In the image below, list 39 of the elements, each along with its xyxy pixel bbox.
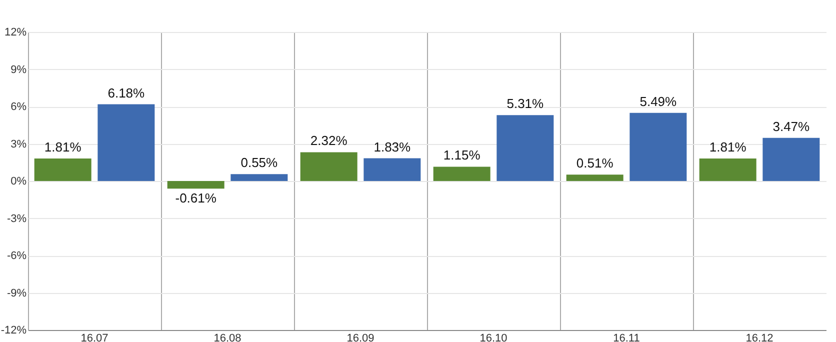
x-tick-label: 16.08	[214, 332, 242, 342]
y-tick-label: 0%	[10, 176, 27, 188]
data-label: 1.15%	[443, 148, 481, 163]
data-label: 1.81%	[44, 140, 82, 155]
data-label: 6.18%	[108, 85, 146, 100]
data-label: 0.55%	[240, 155, 278, 170]
data-label: -0.61%	[175, 190, 217, 206]
y-tick-label: -6%	[6, 250, 27, 262]
y-tick-label: -9%	[6, 287, 27, 300]
data-label: 1.81%	[709, 140, 747, 155]
y-tick-label: -12%	[0, 324, 27, 336]
data-label: 1.83%	[374, 139, 412, 154]
data-label: 0.51%	[576, 156, 614, 171]
bar	[300, 152, 358, 181]
bar	[630, 112, 687, 181]
y-tick-label: 9%	[10, 64, 27, 76]
bar	[699, 158, 756, 181]
bar	[230, 174, 288, 181]
data-label: 5.49%	[640, 94, 678, 109]
bar	[364, 158, 421, 181]
bar	[167, 181, 224, 189]
y-tick-label: 12%	[4, 26, 27, 38]
x-tick-label: 16.07	[80, 332, 108, 342]
bar	[762, 138, 820, 181]
bar	[34, 158, 92, 181]
bar	[566, 174, 624, 181]
data-label: 3.47%	[772, 118, 810, 134]
y-tick-label: 3%	[10, 138, 27, 150]
bar	[496, 115, 554, 181]
bar	[98, 104, 155, 181]
y-tick-label: 6%	[10, 101, 27, 113]
x-tick-label: 16.09	[346, 332, 374, 342]
y-tick-label: -3%	[6, 212, 27, 225]
x-tick-label: 16.12	[746, 332, 774, 342]
x-tick-label: 16.11	[613, 332, 640, 342]
data-label: 5.31%	[506, 96, 544, 112]
data-label: 2.32%	[310, 133, 348, 148]
x-tick-label: 16.10	[480, 332, 508, 342]
bar	[433, 166, 490, 181]
